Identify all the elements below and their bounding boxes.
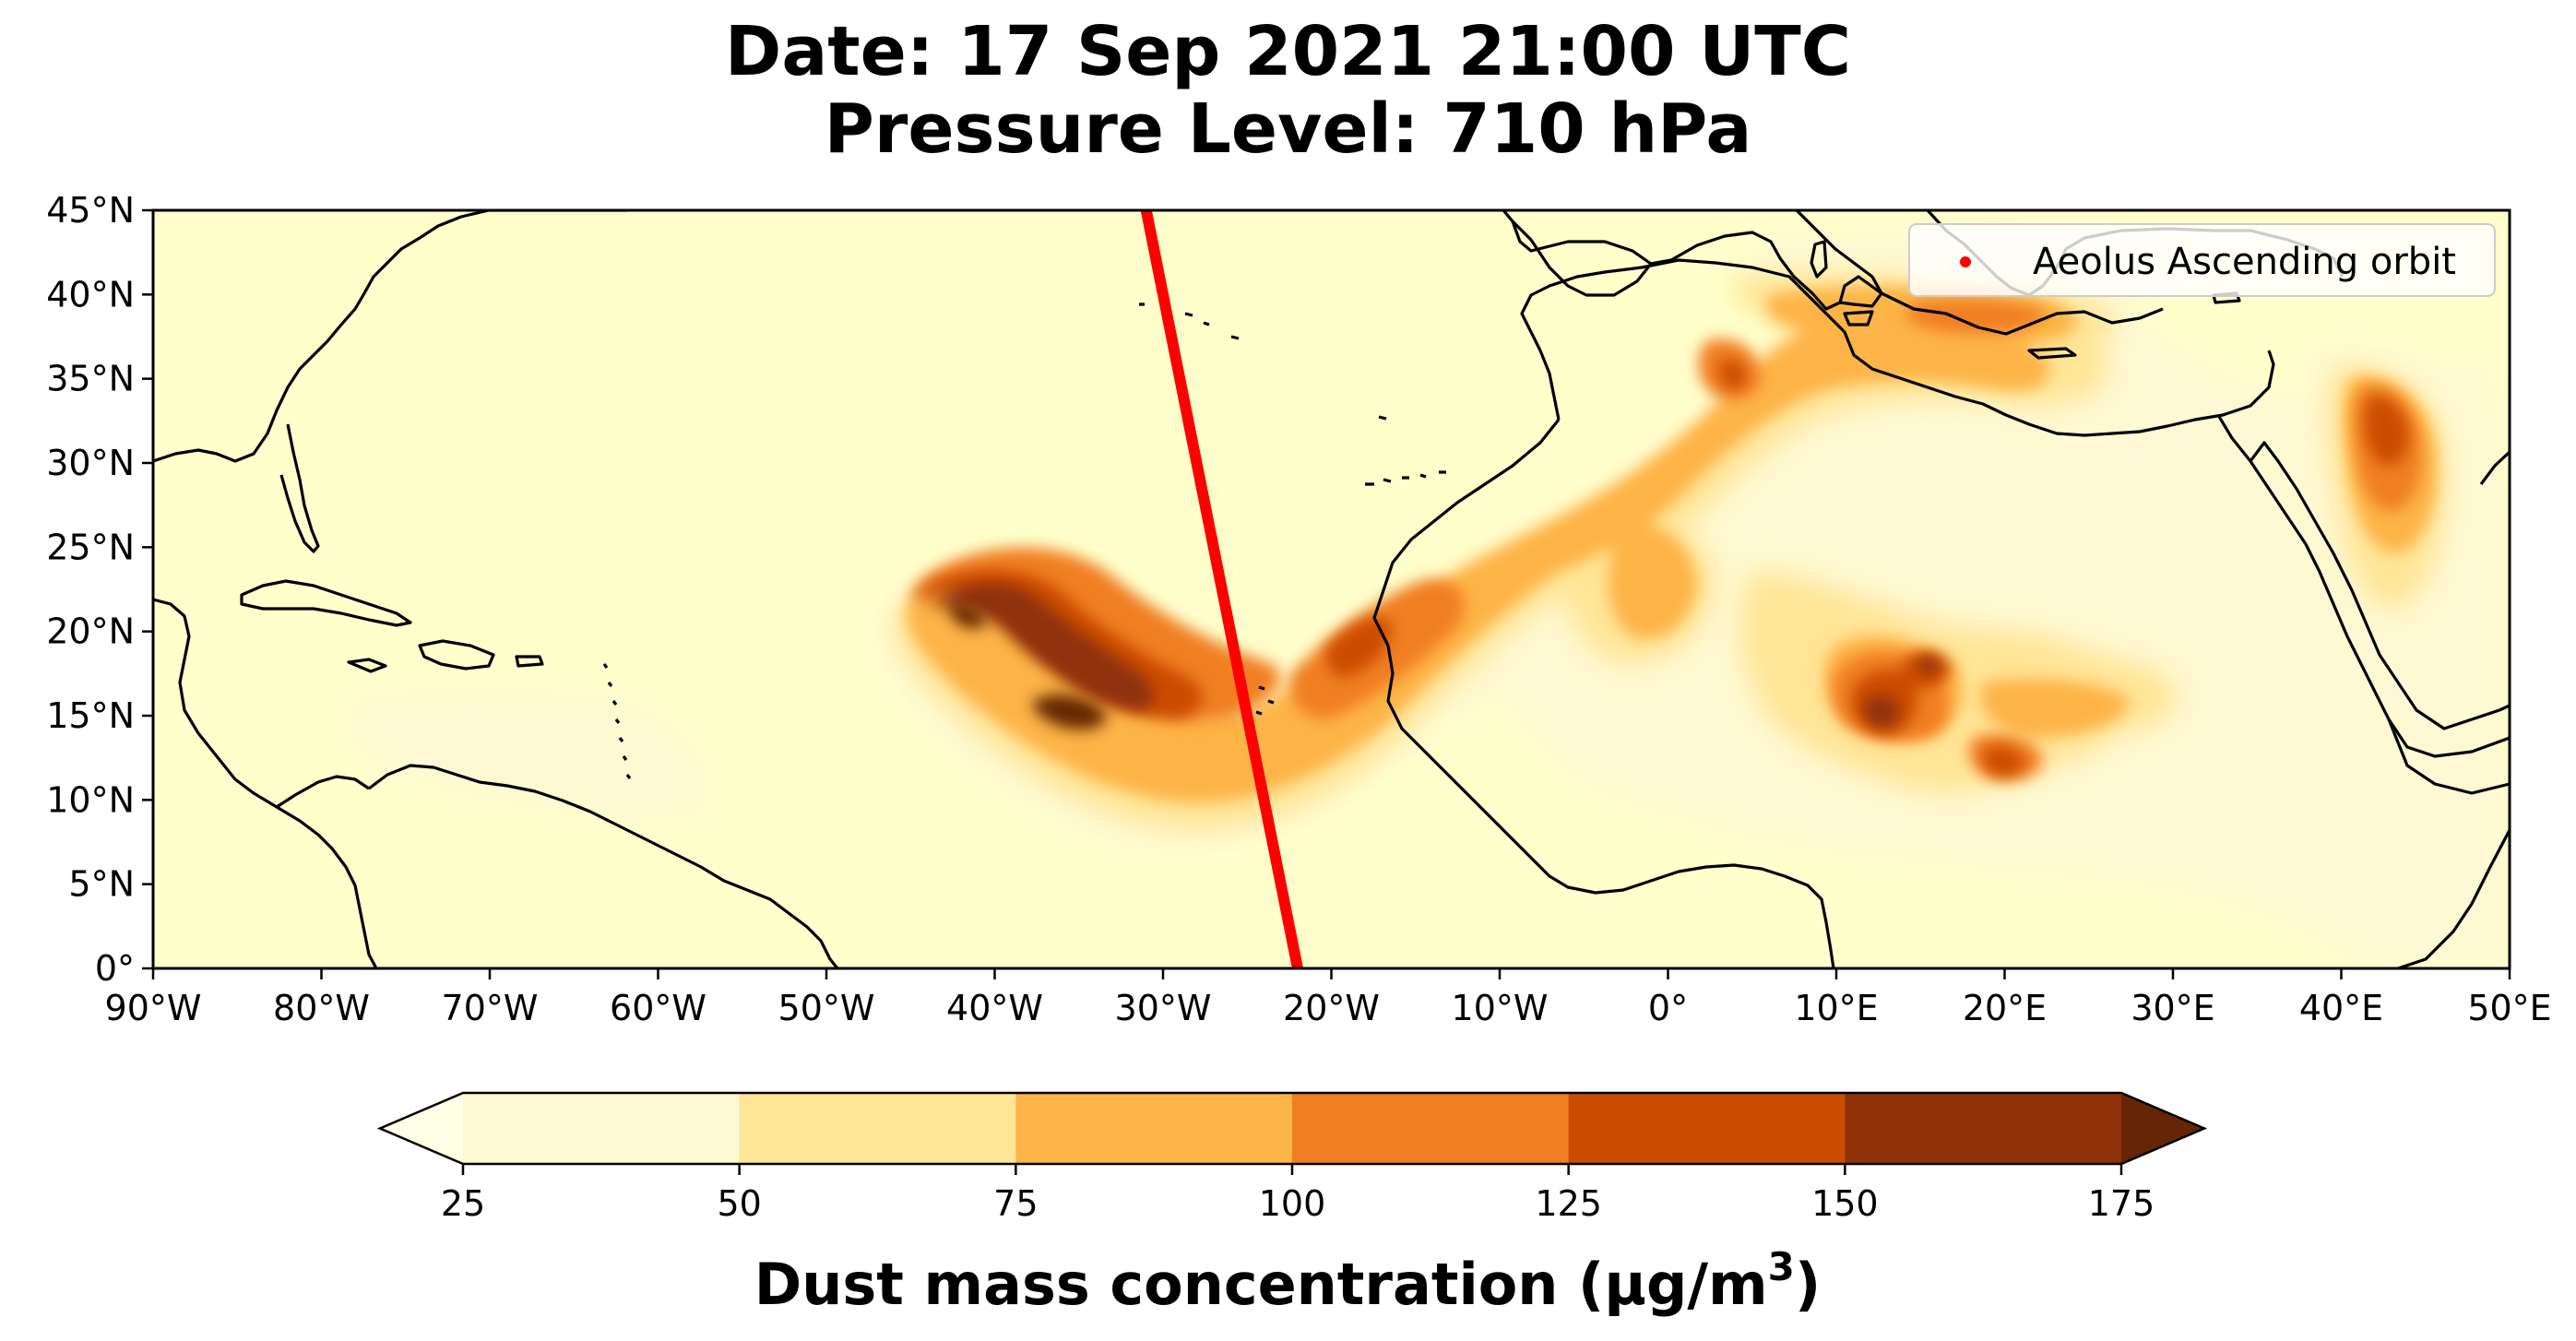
colorbar-segment bbox=[1845, 1093, 2122, 1164]
coastline-azores bbox=[1139, 303, 1240, 340]
legend: Aeolus Ascending orbit bbox=[1908, 223, 2496, 297]
colorbar-segment bbox=[463, 1093, 741, 1164]
coastline-central-america bbox=[276, 775, 370, 809]
lon-tick-label: 40°W bbox=[946, 988, 1043, 1028]
colorbar-tick-label: 75 bbox=[993, 1183, 1038, 1224]
colorbar-tick-label: 125 bbox=[1535, 1183, 1602, 1224]
coastline-madeira bbox=[1378, 415, 1387, 421]
coastline-canary-islands bbox=[1365, 470, 1446, 486]
aeolus-orbit-track bbox=[1140, 210, 1303, 968]
lon-tick-label: 20°E bbox=[1963, 988, 2047, 1028]
lat-tick-label: 40°N bbox=[46, 274, 135, 314]
lon-tick-label: 80°W bbox=[273, 988, 370, 1028]
dust-band-150-175 bbox=[931, 582, 1939, 729]
coastline-sardinia bbox=[1810, 240, 1828, 279]
colorbar-tick-label: 100 bbox=[1259, 1183, 1326, 1224]
coastline-crete bbox=[2027, 347, 2077, 360]
lon-tick-label: 90°W bbox=[105, 988, 202, 1028]
colorbar-segment bbox=[1292, 1093, 1570, 1164]
colorbar-tick-label: 25 bbox=[441, 1183, 485, 1224]
lon-tick-label: 30°E bbox=[2131, 988, 2214, 1028]
latitude-axis: 0° 5°N 10°N 15°N 20°N 25°N 30°N 35°N 40°N 45°N bbox=[46, 190, 153, 989]
coastline-red-sea bbox=[2216, 414, 2510, 758]
coastline-iberia bbox=[1511, 220, 1653, 297]
coastline-florida bbox=[279, 423, 320, 553]
lon-tick-label: 20°W bbox=[1283, 988, 1380, 1028]
colorbar-over-extension bbox=[2121, 1093, 2204, 1164]
colorbar-tick-label: 150 bbox=[1811, 1183, 1879, 1224]
lat-tick-label: 20°N bbox=[46, 611, 135, 652]
figure-title: Date: 17 Sep 2021 21:00 UTC Pressure Lev… bbox=[0, 13, 2576, 168]
lon-tick-label: 30°W bbox=[1115, 988, 1212, 1028]
dust-band-over-175 bbox=[948, 602, 1107, 730]
lat-tick-label: 5°N bbox=[68, 864, 135, 905]
lon-tick-label: 10°W bbox=[1452, 988, 1549, 1028]
lat-tick-label: 30°N bbox=[46, 443, 135, 483]
coastline-arabia bbox=[2249, 441, 2510, 730]
coastline-cape-verde bbox=[1255, 685, 1275, 716]
coastline-gulf-of-mexico bbox=[153, 598, 378, 968]
lat-tick-label: 25°N bbox=[46, 527, 135, 567]
colorbar-under-extension bbox=[380, 1093, 463, 1164]
coastline-west-africa bbox=[1372, 419, 1835, 968]
coastline-sicily bbox=[1843, 310, 1874, 326]
colorbar-tick-label: 50 bbox=[717, 1183, 761, 1224]
lon-tick-label: 50°E bbox=[2467, 988, 2551, 1028]
coastline-persian-gulf bbox=[2479, 450, 2510, 485]
colorbar: 25 50 75 100 125 150 175 bbox=[376, 1091, 2208, 1224]
legend-box bbox=[1908, 223, 2496, 297]
lat-tick-label: 45°N bbox=[46, 190, 135, 231]
lat-tick-label: 10°N bbox=[46, 779, 135, 820]
coastline-europe bbox=[1502, 210, 2164, 336]
lon-tick-label: 60°W bbox=[610, 988, 706, 1028]
colorbar-label: Dust mass concentration (μg/m3) bbox=[754, 1244, 1821, 1318]
coastline-italy bbox=[1795, 210, 1883, 308]
coastline-cuba bbox=[240, 579, 412, 627]
lat-tick-label: 15°N bbox=[46, 695, 135, 736]
lon-tick-label: 10°E bbox=[1794, 988, 1878, 1028]
legend-orbit-label: Aeolus Ascending orbit bbox=[2033, 241, 2456, 283]
coastline-north-america bbox=[153, 210, 627, 463]
legend-orbit-marker bbox=[1960, 256, 1971, 267]
coastline-lesser-antilles bbox=[602, 663, 632, 779]
map-area bbox=[153, 210, 2510, 968]
coastline-jamaica bbox=[347, 658, 387, 673]
coastline-south-america bbox=[368, 764, 839, 968]
lon-tick-label: 0° bbox=[1648, 988, 1688, 1028]
coastline-hispaniola bbox=[418, 639, 495, 670]
lon-tick-label: 50°W bbox=[778, 988, 875, 1028]
title-pressure-level: Pressure Level: 710 hPa bbox=[824, 89, 1752, 169]
lon-tick-label: 40°E bbox=[2299, 988, 2383, 1028]
colorbar-tick-label: 175 bbox=[2088, 1183, 2155, 1224]
coastline-north-africa bbox=[1520, 258, 2275, 437]
longitude-axis: 90°W 80°W 70°W 60°W 50°W 40°W 30°W 20°W 10°W 0° 10… bbox=[105, 968, 2552, 1028]
lat-tick-label: 0° bbox=[95, 948, 135, 989]
title-date: Date: 17 Sep 2021 21:00 UTC bbox=[724, 12, 1852, 91]
lat-tick-label: 35°N bbox=[46, 359, 135, 399]
colorbar-segment bbox=[1015, 1093, 1293, 1164]
lon-tick-label: 70°W bbox=[442, 988, 539, 1028]
colorbar-segment bbox=[1568, 1093, 1846, 1164]
coastline-east-africa bbox=[2387, 718, 2510, 968]
coastline-puerto-rico bbox=[515, 655, 544, 668]
colorbar-segment bbox=[739, 1093, 1016, 1164]
